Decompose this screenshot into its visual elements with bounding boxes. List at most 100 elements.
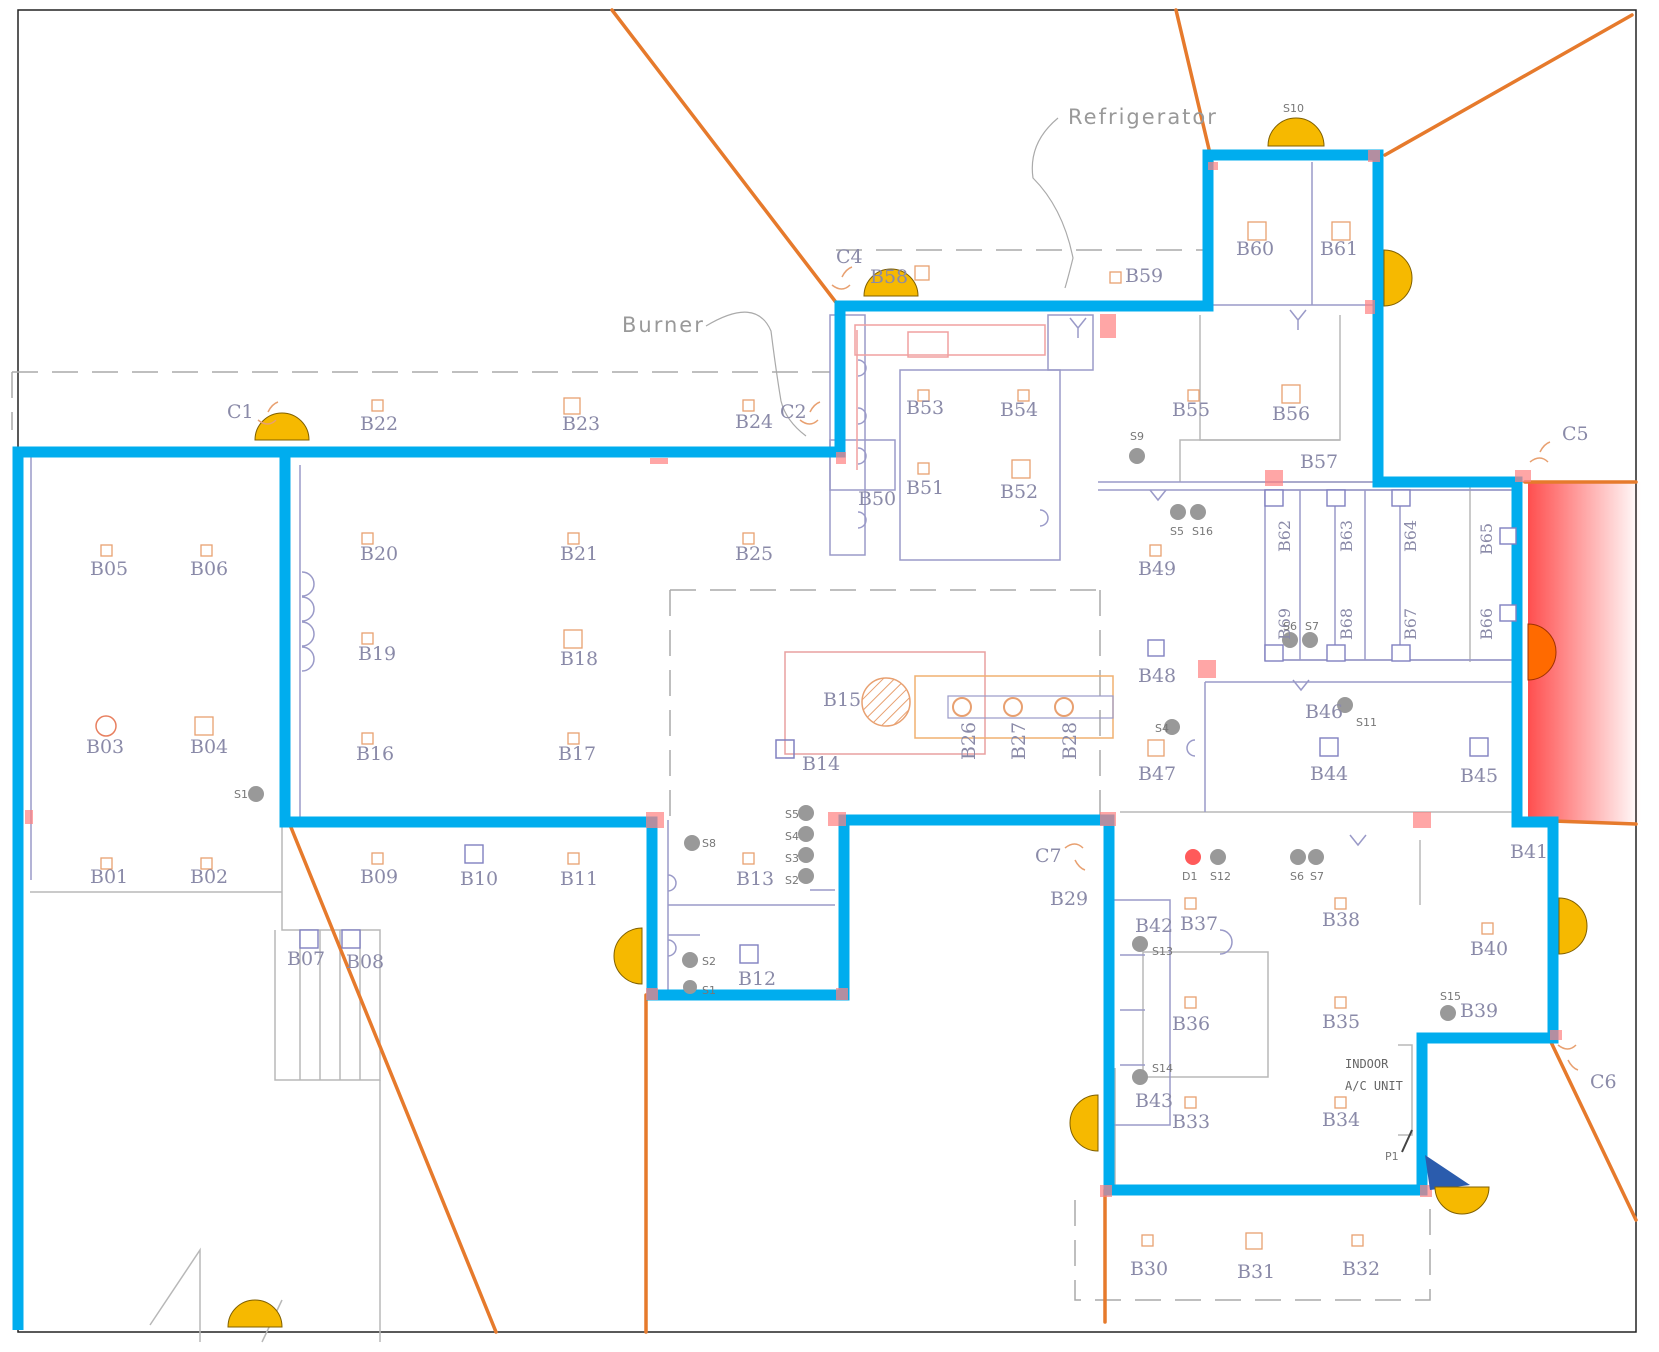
bed-label: B63 [1337, 520, 1356, 552]
bed-label: B38 [1322, 909, 1360, 931]
bed-label: B31 [1237, 1261, 1275, 1283]
bed-label: B07 [287, 948, 325, 970]
bed-label: B33 [1172, 1111, 1210, 1133]
bed-label: B40 [1470, 938, 1508, 960]
room-annotations: Refrigerator Burner INDOOR A/C UNIT [622, 105, 1403, 1093]
sensor-label: S7 [1305, 620, 1319, 633]
bed-label: B58 [870, 266, 908, 288]
bed-label: B22 [360, 413, 398, 435]
bed-label: B68 [1337, 608, 1356, 640]
bed-label: B45 [1460, 765, 1498, 787]
central-feature [775, 651, 1114, 759]
refrigerator-label: Refrigerator [1068, 105, 1218, 129]
sensor-label: S11 [1356, 716, 1377, 729]
bed-label: B51 [906, 477, 944, 499]
burner-label: Burner [622, 313, 705, 337]
sensor-label: S1 [234, 788, 248, 801]
bed-label: B19 [358, 643, 396, 665]
sensor-label: S1 [702, 984, 716, 997]
bed-label: B03 [86, 736, 124, 758]
sensor-label: S2 [785, 874, 799, 887]
bed-label: B53 [906, 397, 944, 419]
bed-label: B26 [958, 722, 980, 760]
sensor-label: D1 [1182, 870, 1197, 883]
camera-rays [286, 8, 1638, 1334]
bed-label: B10 [460, 868, 498, 890]
building-wall [12, 149, 1559, 1330]
bed-label: B23 [562, 413, 600, 435]
bed-label: B59 [1125, 265, 1163, 287]
bed-label: B27 [1008, 722, 1030, 760]
indoor-ac-label-2: A/C UNIT [1345, 1079, 1403, 1093]
bed-label: B55 [1172, 399, 1210, 421]
sensor-label: S6 [1283, 620, 1297, 633]
bed-label: B60 [1236, 238, 1274, 260]
bed-label: B62 [1275, 520, 1294, 552]
bed-label: B16 [356, 743, 394, 765]
sensor-label: S16 [1192, 525, 1213, 538]
bed-markers-blue [299, 489, 1517, 964]
bed-label: B21 [560, 543, 598, 565]
camera-label: C5 [1562, 423, 1589, 445]
p1-indicator [1401, 1129, 1413, 1153]
bed-label: B01 [90, 866, 128, 888]
bed-markers [100, 221, 1494, 1250]
bed-label: B50 [858, 488, 896, 510]
bed-label: B25 [735, 543, 773, 565]
leader-lines [705, 117, 1074, 437]
bed-label: B08 [346, 951, 384, 973]
sensor-label: S3 [785, 852, 799, 865]
bed-label: B06 [190, 558, 228, 580]
sensor-dots [248, 448, 1456, 1085]
camera-label: C4 [836, 246, 863, 268]
sensor-label: S13 [1152, 945, 1173, 958]
bed-label: B05 [90, 558, 128, 580]
bed-label: B56 [1272, 403, 1310, 425]
bed-label: B37 [1180, 913, 1218, 935]
bed-label: B35 [1322, 1011, 1360, 1033]
bed-label: B46 [1305, 701, 1343, 723]
camera-labels: C1 C2 C4 C5 C6 C7 [227, 246, 1617, 1093]
sensor-label: S7 [1310, 870, 1324, 883]
bed-label: B24 [735, 411, 773, 433]
sensor-label: S4 [1155, 722, 1169, 735]
bed-label: B39 [1460, 1000, 1498, 1022]
sink-symbols [301, 309, 1367, 957]
sensor-label: S6 [1290, 870, 1304, 883]
sensor-label: S14 [1152, 1062, 1173, 1075]
dome-sensors [227, 117, 1588, 1328]
sensor-label: S4 [785, 830, 799, 843]
sensor-label: S8 [702, 837, 716, 850]
sensor-label: S5 [1170, 525, 1184, 538]
bed-label: B11 [560, 868, 598, 890]
bed-label: B18 [560, 648, 598, 670]
bed-label: B32 [1342, 1258, 1380, 1280]
bed-label: B43 [1135, 1090, 1173, 1112]
bed-label: B30 [1130, 1258, 1168, 1280]
camera-label: C6 [1590, 1071, 1617, 1093]
bed-label: B47 [1138, 763, 1176, 785]
bed-label: B57 [1300, 451, 1338, 473]
bed-label: B67 [1401, 608, 1420, 640]
sensor-label: S12 [1210, 870, 1231, 883]
sensor-label: S10 [1283, 102, 1304, 115]
bed-label: B42 [1135, 915, 1173, 937]
indoor-ac-label-1: INDOOR [1345, 1057, 1389, 1071]
bed-label: B13 [736, 868, 774, 890]
bed-label: B52 [1000, 481, 1038, 503]
bed-label: B29 [1050, 888, 1088, 910]
round-bed-marker [95, 715, 117, 737]
bed-label: B49 [1138, 558, 1176, 580]
bed-labels: B01 B02 B03 B04 B05 B06 B07 B08 B09 B10 … [86, 238, 1548, 1283]
bed-label: B28 [1059, 722, 1081, 760]
map-frame [17, 9, 1637, 1333]
bed-label: B69 [1275, 608, 1294, 640]
bed-label: B02 [190, 866, 228, 888]
bed-label: B12 [738, 968, 776, 990]
sensor-labels: S1 S1 S2 S2 S3 S4 S4 S5 S5 S6 S6 S7 S7 S… [234, 102, 1461, 1163]
alert-dome-sensor [1527, 623, 1557, 681]
door-marker [1425, 1155, 1470, 1190]
bed-label: B15 [823, 689, 861, 711]
sensor-label: P1 [1385, 1150, 1399, 1163]
